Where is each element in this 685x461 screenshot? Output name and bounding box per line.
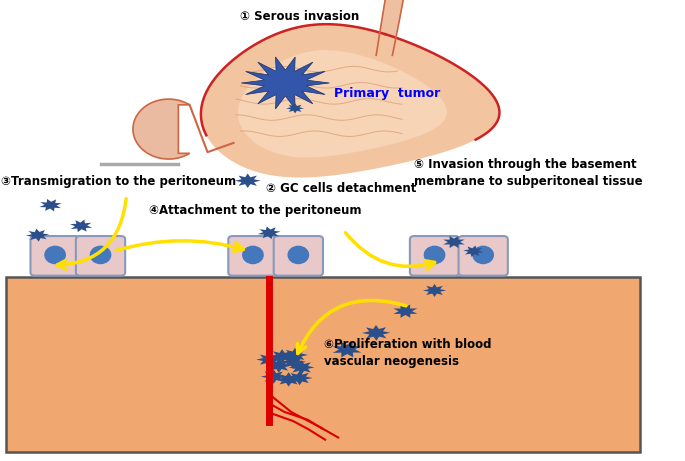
FancyBboxPatch shape	[228, 236, 277, 276]
Polygon shape	[235, 173, 261, 188]
Polygon shape	[70, 220, 92, 232]
Text: ① Serous invasion: ① Serous invasion	[240, 10, 359, 23]
Ellipse shape	[242, 246, 264, 264]
Polygon shape	[362, 325, 390, 341]
Polygon shape	[282, 348, 308, 362]
Text: Primary  tumor: Primary tumor	[334, 87, 440, 100]
Polygon shape	[275, 372, 301, 387]
FancyBboxPatch shape	[274, 236, 323, 276]
Text: ④Attachment to the peritoneum: ④Attachment to the peritoneum	[149, 204, 362, 217]
Polygon shape	[332, 342, 362, 357]
FancyBboxPatch shape	[30, 236, 79, 276]
Polygon shape	[393, 305, 417, 318]
Polygon shape	[258, 226, 281, 239]
Polygon shape	[133, 99, 190, 159]
FancyBboxPatch shape	[458, 236, 508, 276]
Polygon shape	[266, 358, 292, 373]
FancyBboxPatch shape	[410, 236, 459, 276]
Polygon shape	[463, 246, 484, 257]
Polygon shape	[423, 284, 446, 297]
Polygon shape	[376, 0, 404, 55]
Text: ② GC cells detachment: ② GC cells detachment	[266, 182, 416, 195]
Polygon shape	[261, 369, 286, 384]
FancyBboxPatch shape	[76, 236, 125, 276]
Ellipse shape	[288, 246, 309, 264]
Polygon shape	[269, 349, 295, 364]
Text: ⑤ Invasion through the basement
membrane to subperitoneal tissue: ⑤ Invasion through the basement membrane…	[414, 158, 643, 188]
Polygon shape	[40, 199, 62, 211]
Polygon shape	[286, 103, 304, 113]
Polygon shape	[280, 355, 306, 369]
Polygon shape	[201, 24, 499, 177]
Polygon shape	[238, 50, 447, 158]
Polygon shape	[26, 229, 49, 242]
Polygon shape	[288, 360, 314, 375]
Ellipse shape	[90, 246, 112, 264]
Bar	[6, 277, 640, 452]
Text: ⑥Proliferation with blood
vascular neogenesis: ⑥Proliferation with blood vascular neoge…	[324, 337, 492, 368]
Polygon shape	[286, 371, 312, 385]
Ellipse shape	[45, 246, 66, 264]
Polygon shape	[241, 57, 329, 109]
Ellipse shape	[473, 246, 494, 264]
Text: ③Transmigration to the peritoneum: ③Transmigration to the peritoneum	[1, 175, 236, 188]
Polygon shape	[256, 352, 282, 367]
Polygon shape	[443, 236, 465, 248]
Ellipse shape	[424, 246, 445, 264]
